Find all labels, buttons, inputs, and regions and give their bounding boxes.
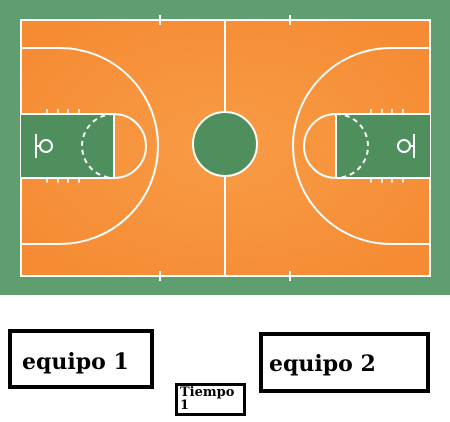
right-hoop bbox=[397, 139, 411, 153]
right-key-hash-marks bbox=[370, 109, 404, 183]
left-key bbox=[21, 114, 114, 178]
timer-box[interactable]: Tiempo 1 bbox=[175, 383, 246, 416]
center-circle bbox=[192, 111, 258, 177]
right-key bbox=[336, 114, 430, 178]
left-free-throw-arc-dashed bbox=[81, 113, 115, 179]
basketball-court bbox=[20, 15, 431, 281]
team-1-score-box[interactable]: equipo 1 bbox=[8, 329, 154, 389]
left-key-hash-marks bbox=[46, 109, 80, 183]
basketball-court-area bbox=[0, 0, 450, 295]
left-key-outline bbox=[21, 113, 147, 179]
right-three-point-arc bbox=[292, 47, 430, 245]
right-key-outline bbox=[303, 113, 430, 179]
right-free-throw-arc-dashed bbox=[335, 113, 369, 179]
timer-label: Tiempo 1 bbox=[180, 385, 235, 413]
left-hoop bbox=[39, 139, 53, 153]
team-1-label: equipo 1 bbox=[22, 349, 129, 375]
team-2-score-box[interactable]: equipo 2 bbox=[259, 332, 430, 393]
left-three-point-arc bbox=[21, 47, 159, 245]
team-2-label: equipo 2 bbox=[269, 351, 376, 377]
